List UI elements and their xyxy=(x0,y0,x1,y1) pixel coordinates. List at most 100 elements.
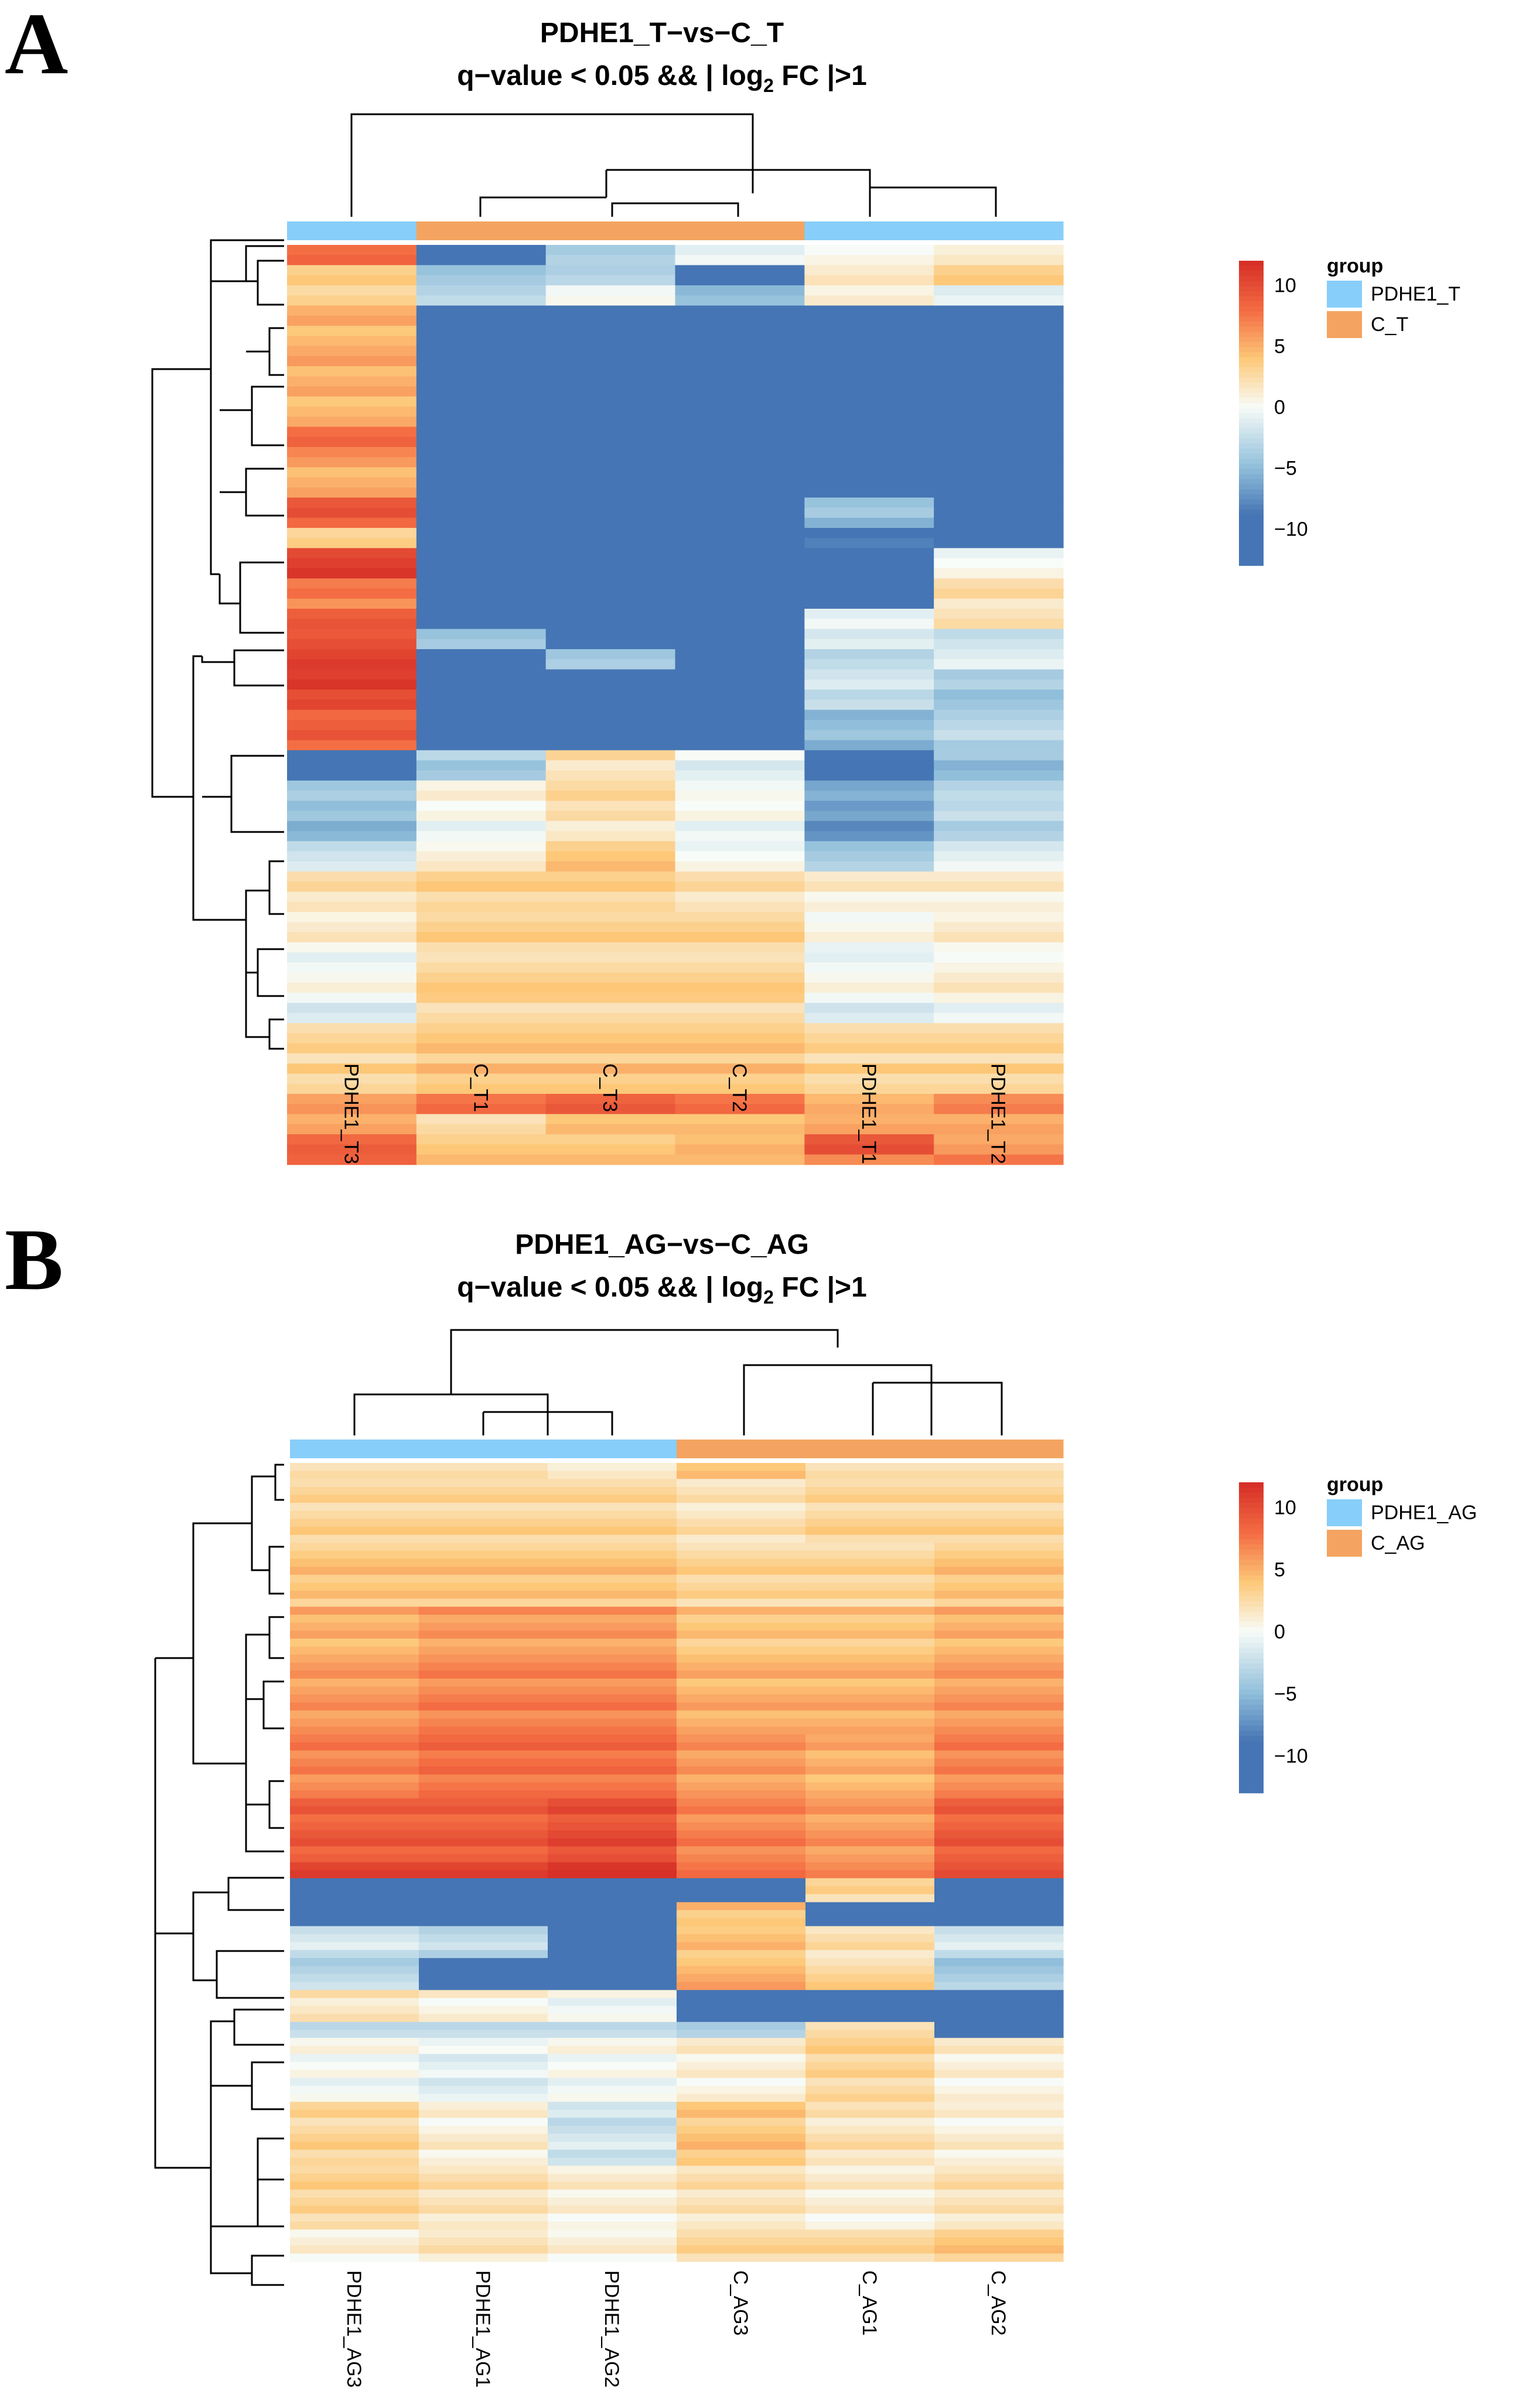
heatmap-cell xyxy=(677,2045,806,2055)
heatmap-cell xyxy=(804,780,934,792)
heatmap-cell xyxy=(804,578,934,589)
legend-swatch xyxy=(1327,1530,1362,1557)
heatmap-cell xyxy=(934,1862,1064,1871)
heatmap-cell xyxy=(675,1023,805,1034)
heatmap-cell xyxy=(419,2150,548,2158)
heatmap-cell xyxy=(419,1495,548,1503)
heatmap-cell xyxy=(934,396,1064,407)
heatmap-cell xyxy=(287,1083,417,1094)
heatmap-cell xyxy=(934,1790,1064,1799)
heatmap-cell xyxy=(934,2110,1064,2119)
heatmap-cell xyxy=(548,1582,677,1591)
heatmap-cell xyxy=(545,376,676,387)
heatmap-cell xyxy=(675,1043,805,1054)
heatmap-cell xyxy=(934,2078,1064,2086)
panel-a-row-dendrogram xyxy=(151,239,284,1050)
colorbar-swatch xyxy=(1239,1498,1264,1504)
heatmap-cell xyxy=(548,1838,677,1847)
heatmap-cell xyxy=(804,710,934,721)
heatmap-cell xyxy=(419,1862,548,1871)
heatmap-cell xyxy=(416,639,547,650)
heatmap-cell xyxy=(677,1902,806,1911)
heatmap-cell xyxy=(287,992,417,1004)
heatmap-cell xyxy=(677,1614,806,1623)
heatmap-cell xyxy=(287,750,417,761)
heatmap-cell xyxy=(934,1758,1064,1767)
colorbar-swatch xyxy=(1239,459,1264,465)
heatmap-cell xyxy=(416,386,547,397)
heatmap-cell xyxy=(675,1073,805,1084)
heatmap-cell xyxy=(287,326,417,336)
colorbar-swatch xyxy=(1239,1632,1264,1638)
heatmap-cell xyxy=(290,2238,419,2246)
colorbar-swatch xyxy=(1239,306,1264,312)
legend-swatch xyxy=(1327,281,1362,308)
colorbar-swatch xyxy=(1239,489,1264,495)
heatmap-cell xyxy=(548,1558,677,1567)
heatmap-cell xyxy=(934,1702,1064,1711)
heatmap-cell xyxy=(416,962,547,973)
heatmap-cell xyxy=(419,2238,548,2246)
heatmap-cell xyxy=(675,447,805,458)
heatmap-cell xyxy=(677,2093,806,2102)
colorbar-swatch xyxy=(1239,479,1264,485)
heatmap-cell xyxy=(675,436,805,448)
heatmap-cell xyxy=(419,1510,548,1520)
heatmap-cell xyxy=(934,1124,1064,1135)
heatmap-cell xyxy=(805,1479,935,1488)
heatmap-cell xyxy=(934,922,1064,933)
heatmap-cell xyxy=(805,1766,935,1775)
colorbar-swatch xyxy=(1239,1508,1264,1514)
heatmap-cell xyxy=(419,1838,548,1847)
heatmap-cell xyxy=(934,285,1064,296)
heatmap-cell xyxy=(290,2150,419,2158)
heatmap-cell xyxy=(677,1758,806,1767)
heatmap-cell xyxy=(419,1582,548,1591)
heatmap-cell xyxy=(805,1894,935,1903)
heatmap-cell xyxy=(805,1750,935,1759)
heatmap-cell xyxy=(419,1886,548,1895)
heatmap-cell xyxy=(805,1862,935,1871)
heatmap-cell xyxy=(934,750,1064,761)
heatmap-cell xyxy=(804,983,934,994)
heatmap-cell xyxy=(934,1527,1064,1536)
colorbar-swatch xyxy=(1239,393,1264,398)
heatmap-cell xyxy=(548,1814,677,1823)
heatmap-cell xyxy=(805,1622,935,1631)
colorbar-swatch xyxy=(1239,342,1264,348)
heatmap-cell xyxy=(416,356,547,367)
heatmap-cell xyxy=(548,1726,677,1735)
colorbar-swatch xyxy=(1239,1731,1264,1737)
heatmap-cell xyxy=(804,932,934,943)
colorbar-swatch xyxy=(1239,1523,1264,1530)
colorbar-swatch xyxy=(1239,1746,1264,1752)
colorbar-swatch xyxy=(1239,1513,1264,1519)
heatmap-cell xyxy=(934,1638,1064,1648)
heatmap-cell xyxy=(419,2157,548,2167)
heatmap-cell xyxy=(934,1679,1064,1687)
heatmap-cell xyxy=(287,285,417,296)
heatmap-cell xyxy=(677,1854,806,1863)
colorbar-swatch xyxy=(1239,387,1264,394)
heatmap-cell xyxy=(934,2213,1064,2222)
heatmap-cell xyxy=(934,1631,1064,1639)
heatmap-cell xyxy=(548,2174,677,2182)
heatmap-cell xyxy=(677,1710,806,1719)
panel-a-group-annotation-bar xyxy=(287,221,1064,240)
heatmap-cell xyxy=(545,477,676,488)
heatmap-cell xyxy=(419,1558,548,1567)
colorbar-swatch xyxy=(1239,520,1264,526)
heatmap-cell xyxy=(545,517,676,528)
heatmap-cell xyxy=(419,2181,548,2190)
colorbar-swatch xyxy=(1239,469,1264,475)
heatmap-cell xyxy=(290,1910,419,1919)
heatmap-cell xyxy=(675,1154,805,1165)
heatmap-cell xyxy=(290,1838,419,1847)
heatmap-cell xyxy=(934,851,1064,862)
heatmap-cell xyxy=(934,2062,1064,2071)
heatmap-cell xyxy=(934,2245,1064,2254)
heatmap-cell xyxy=(805,1902,935,1911)
heatmap-cell xyxy=(290,2086,419,2095)
colorbar-swatch xyxy=(1239,1554,1264,1561)
heatmap-cell xyxy=(545,1002,676,1014)
